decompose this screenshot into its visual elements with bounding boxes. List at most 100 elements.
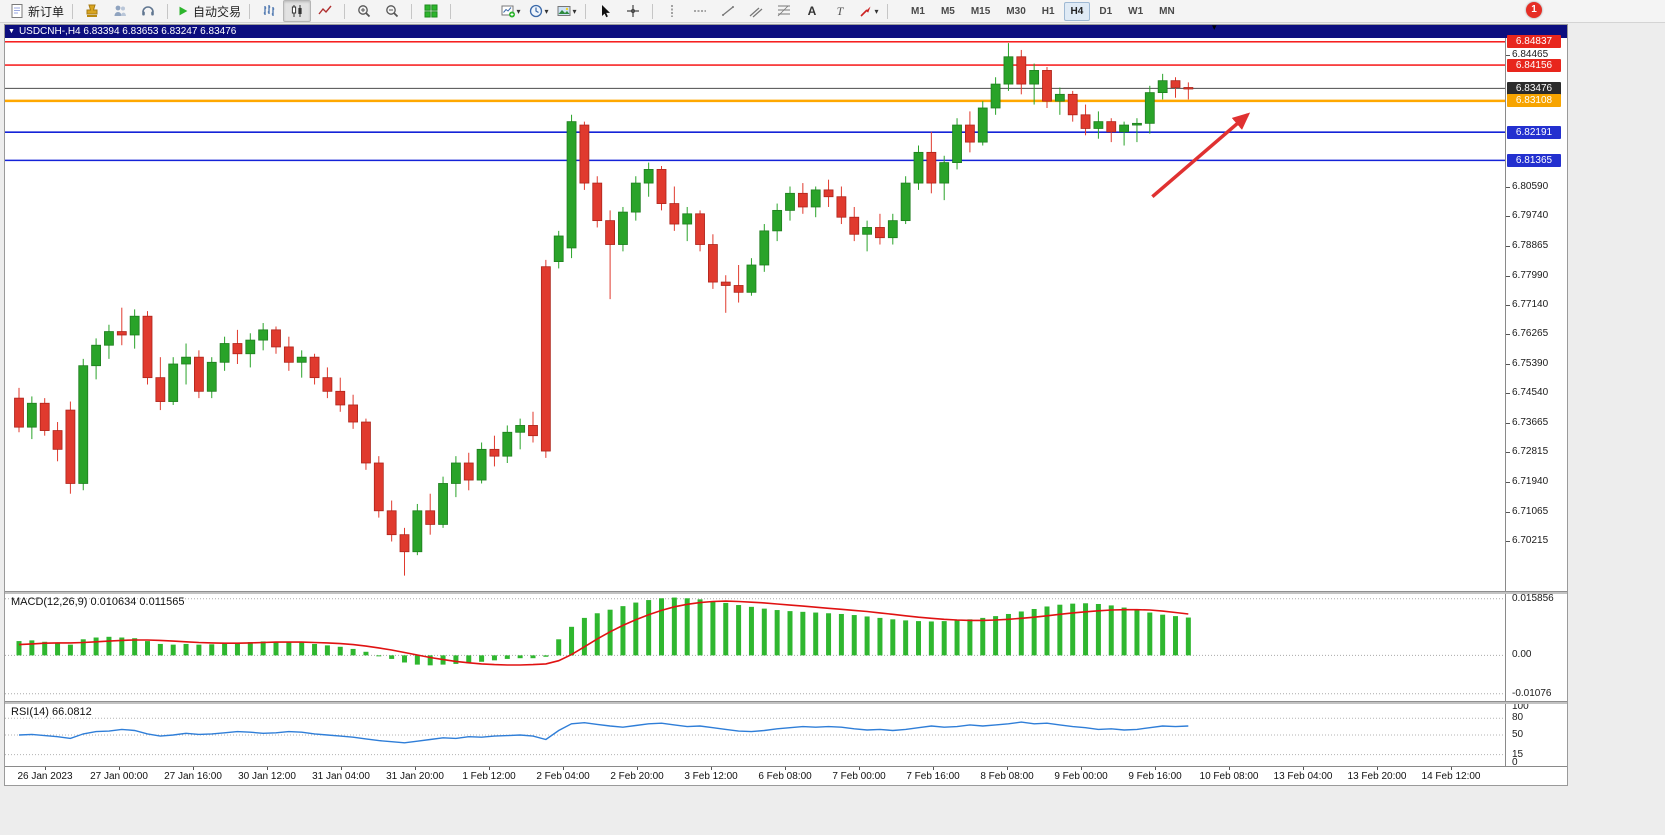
candle-body bbox=[142, 315, 153, 379]
timeframe-button-d1[interactable]: D1 bbox=[1099, 5, 1113, 17]
zoom-in-button[interactable] bbox=[350, 0, 378, 22]
candle-body bbox=[1093, 121, 1104, 129]
arrows-button[interactable]: ▾ bbox=[854, 0, 882, 22]
timeframe-button-m30[interactable]: M30 bbox=[1006, 5, 1026, 17]
macd-bar bbox=[491, 655, 497, 661]
macd-bar bbox=[16, 641, 22, 656]
timeframe-button-m15[interactable]: M15 bbox=[970, 5, 991, 17]
candle-body bbox=[669, 203, 680, 225]
contacts-button[interactable] bbox=[106, 0, 134, 22]
support-button[interactable] bbox=[134, 0, 162, 22]
candle-body bbox=[181, 356, 191, 365]
horizontal-line-button[interactable] bbox=[686, 0, 714, 22]
bar-chart-button[interactable] bbox=[255, 0, 283, 22]
macd-bar bbox=[864, 616, 870, 656]
price-tick-label: 6.78865 bbox=[1512, 239, 1549, 251]
candle-body bbox=[232, 343, 243, 355]
toolbar-overflow-caret[interactable]: ▾ bbox=[1212, 22, 1217, 32]
candlestick-chart-button[interactable] bbox=[283, 0, 312, 22]
notification-badge[interactable]: 1 bbox=[1526, 2, 1542, 18]
zoom-out-button[interactable] bbox=[378, 0, 406, 22]
pane-separator[interactable] bbox=[5, 591, 1567, 594]
macd-bar bbox=[993, 616, 999, 656]
time-axis[interactable]: 26 Jan 2023 27 Jan 00:00 27 Jan 16:00 30 Ja… bbox=[5, 766, 1567, 785]
price-tick-mark bbox=[1506, 215, 1510, 217]
timeframe-button-w1[interactable]: W1 bbox=[1128, 5, 1144, 17]
candle-body bbox=[348, 404, 359, 423]
vertical-line-button[interactable] bbox=[658, 0, 686, 22]
macd-bar bbox=[170, 644, 176, 656]
candle-body bbox=[1144, 92, 1155, 124]
chart-titlebar[interactable]: ▼ USDCNH-,H4 6.83394 6.83653 6.83247 6.83… bbox=[5, 25, 1567, 38]
time-tick-mark bbox=[489, 767, 490, 770]
time-tick-mark bbox=[637, 767, 638, 770]
candle-body bbox=[1132, 122, 1142, 126]
rsi-tick-label: 15 bbox=[1512, 748, 1524, 760]
auto-trading-button[interactable]: 自动交易 bbox=[173, 0, 244, 22]
time-tick-mark bbox=[193, 767, 194, 770]
trendline-button[interactable] bbox=[714, 0, 742, 22]
people-icon bbox=[112, 3, 128, 19]
play-icon bbox=[176, 4, 190, 18]
channel-icon bbox=[748, 3, 764, 19]
line-chart-button[interactable] bbox=[311, 0, 339, 22]
price-tick-label: 6.77990 bbox=[1512, 269, 1549, 281]
cursor-button[interactable] bbox=[591, 0, 619, 22]
price-axis[interactable]: 6.84465 6.80590 6.79740 6.78865 6.77990 6.771… bbox=[1505, 35, 1567, 785]
new-chart-button[interactable]: ▾ bbox=[496, 0, 524, 22]
candle-body bbox=[463, 462, 474, 481]
candle-body bbox=[605, 220, 615, 245]
macd-signal-line bbox=[18, 600, 1189, 666]
fibonacci-button[interactable] bbox=[770, 0, 798, 22]
time-axis-label: 8 Feb 08:00 bbox=[980, 771, 1034, 782]
macd-bar bbox=[1185, 617, 1191, 656]
snapshot-button[interactable]: ▾ bbox=[552, 0, 580, 22]
time-axis-label: 6 Feb 08:00 bbox=[758, 771, 812, 782]
clock-button[interactable]: ▾ bbox=[524, 0, 552, 22]
pane-separator[interactable] bbox=[5, 701, 1567, 704]
timeframe-button-m5[interactable]: M5 bbox=[940, 5, 955, 17]
price-tick-label: 6.75390 bbox=[1512, 358, 1549, 370]
tile-windows-button[interactable] bbox=[417, 0, 445, 22]
candle-body bbox=[797, 192, 808, 208]
timeframe-button-m1[interactable]: M1 bbox=[911, 5, 925, 17]
candle-body bbox=[14, 397, 24, 428]
line-chart-icon bbox=[317, 3, 333, 19]
macd-bar bbox=[543, 655, 549, 657]
candle-body bbox=[155, 377, 166, 402]
channel-button[interactable] bbox=[742, 0, 770, 22]
price-tick-mark bbox=[1506, 540, 1510, 542]
trendline-icon bbox=[720, 3, 736, 19]
macd-bar bbox=[954, 620, 960, 656]
stamp-button[interactable] bbox=[78, 0, 106, 22]
label-icon: T bbox=[832, 3, 848, 19]
timeframe-button-h4[interactable]: H4 bbox=[1063, 1, 1091, 21]
label-button[interactable]: T bbox=[826, 0, 854, 22]
macd-bar bbox=[312, 643, 318, 656]
chart-area[interactable]: 6.84465 6.80590 6.79740 6.78865 6.77990 6.771… bbox=[5, 35, 1567, 785]
price-tick-label: 6.84465 bbox=[1512, 48, 1549, 60]
time-axis-label: 14 Feb 12:00 bbox=[1421, 771, 1481, 782]
price-tick-mark bbox=[1506, 334, 1510, 336]
snapshot-icon bbox=[556, 3, 572, 19]
price-tick-label: 6.71065 bbox=[1512, 505, 1549, 517]
macd-bar bbox=[222, 643, 228, 656]
timeframe-button-h1[interactable]: H1 bbox=[1041, 5, 1055, 17]
chart-plot[interactable] bbox=[5, 38, 1567, 785]
trend-arrow[interactable] bbox=[1151, 112, 1251, 199]
text-button[interactable]: A bbox=[798, 0, 826, 22]
crosshair-button[interactable] bbox=[619, 0, 647, 22]
macd-bar bbox=[209, 644, 215, 656]
time-tick-mark bbox=[711, 767, 712, 770]
new-order-button[interactable]: 新订单 bbox=[6, 0, 67, 22]
price-tick-label: 6.73665 bbox=[1512, 417, 1549, 429]
chart-title: USDCNH-,H4 6.83394 6.83653 6.83247 6.834… bbox=[18, 26, 237, 37]
window-menu-icon[interactable]: ▼ bbox=[8, 28, 15, 35]
time-axis-label: 2 Feb 20:00 bbox=[610, 771, 664, 782]
macd-bar bbox=[1147, 612, 1153, 656]
macd-bar bbox=[1083, 603, 1089, 656]
timeframe-button-mn[interactable]: MN bbox=[1159, 5, 1175, 17]
main-toolbar: 新订单 自动交易 bbox=[0, 0, 1665, 23]
time-tick-mark bbox=[1229, 767, 1230, 770]
candle-body bbox=[26, 402, 37, 428]
